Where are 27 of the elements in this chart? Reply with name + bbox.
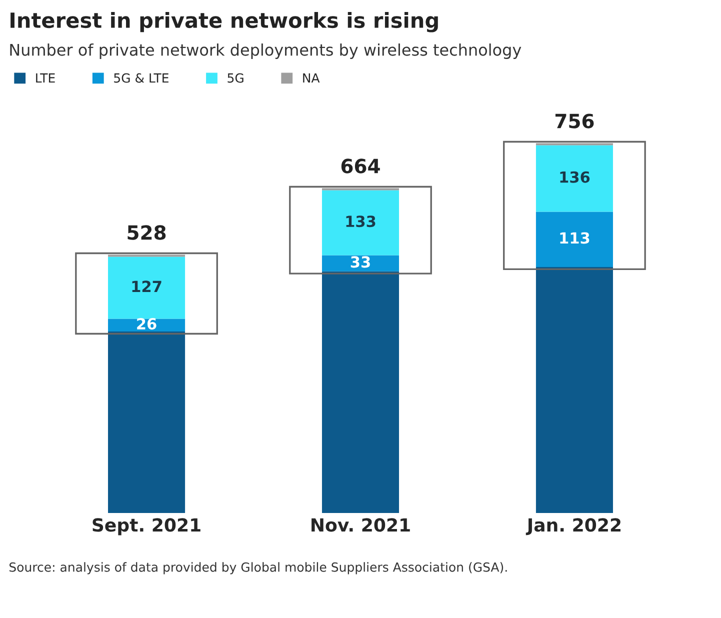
- data-label: 136: [560, 171, 590, 183]
- chart-subtitle: Number of private network deployments by wireless technology: [10, 43, 522, 59]
- total-label: 528: [128, 225, 166, 240]
- chart-title: Interest in private networks is rising: [10, 12, 438, 32]
- bar: [536, 266, 613, 513]
- legend-label: NA: [303, 73, 320, 83]
- total-label: 664: [341, 158, 380, 174]
- legend-label: 5G: [228, 73, 244, 83]
- source-note: Source: analysis of data provided by Global mobile Suppliers Association (GSA).: [9, 562, 507, 574]
- bar: [322, 255, 400, 272]
- x-tick-label: Sept. 2021: [92, 518, 200, 536]
- bar: [108, 256, 186, 319]
- bar: [322, 271, 400, 513]
- x-tick-label: Nov. 2021: [312, 518, 410, 532]
- data-label: 127: [132, 280, 162, 292]
- data-label: 33: [350, 256, 370, 268]
- legend-label: 5G & LTE: [114, 73, 168, 83]
- data-label: 26: [137, 318, 156, 330]
- bar: [108, 332, 186, 513]
- bar: [536, 212, 613, 267]
- legend-label: LTE: [36, 73, 55, 83]
- x-tick-label: Jan. 2022: [526, 518, 620, 536]
- bar: [322, 190, 400, 256]
- data-label: 113: [560, 232, 590, 244]
- bar: [536, 145, 613, 212]
- total-label: 756: [555, 114, 594, 128]
- data-label: 133: [346, 216, 376, 228]
